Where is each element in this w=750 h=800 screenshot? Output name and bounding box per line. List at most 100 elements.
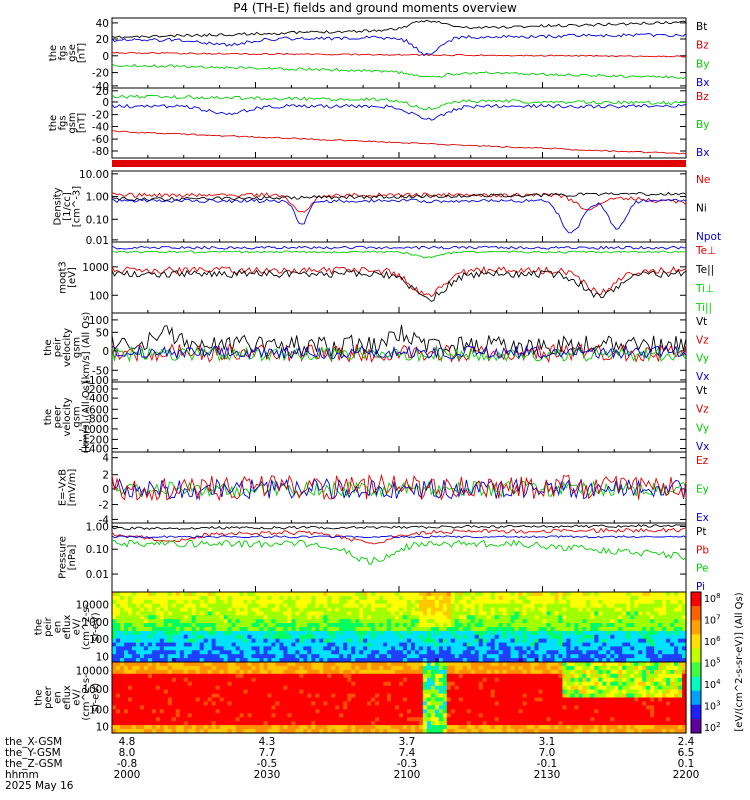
spectrogram-cell [662,603,667,609]
spectrogram-cell [582,619,587,624]
spectrogram-cell [674,697,679,702]
spectrogram-cell [594,681,599,687]
spectrogram-cell [219,701,225,706]
spectrogram-cell [279,615,284,620]
spectrogram-cell [494,627,500,632]
spectrogram-cell [311,595,316,601]
series-By [111,94,687,111]
spectrogram-cell [502,599,508,605]
spectrogram-cell [175,615,181,620]
spectrogram-cell [215,662,221,667]
spectrogram-cell [434,607,440,613]
spectrogram-cell [530,646,536,651]
spectrogram-cell [331,623,336,628]
spectrogram-cell [163,697,169,702]
spectrogram-cell [203,669,209,675]
spectrogram-cell [395,607,400,613]
spectrogram-cell [112,693,117,699]
spectrogram-cell [215,607,221,613]
spectrogram-cell [486,595,492,601]
spectrogram-cell [426,669,432,675]
spectrogram-cell [231,662,237,667]
spectrogram-cell [159,603,165,609]
spectrogram-cell [163,595,169,601]
spectrogram-cell [602,607,607,613]
spectrogram-cell [299,697,304,702]
spectrogram-cell [251,713,257,718]
spectrogram-cell [327,705,332,710]
spectrogram-cell [275,665,280,671]
spectrogram-cell [626,615,631,620]
spectrogram-cell [331,665,336,671]
spectrogram-cell [127,623,133,628]
spectrogram-cell [682,673,687,679]
spectrogram-cell [538,650,544,655]
spectrogram-cell [135,709,141,714]
y-tick-label: 1000 [82,262,109,274]
spectrogram-cell [171,599,177,605]
spectrogram-cell [674,627,679,632]
spectrogram-cell [287,701,292,706]
spectrogram-cell [554,669,560,675]
spectrogram-cell [355,697,360,702]
spectrogram-cell [442,623,448,628]
spectrogram-cell [223,658,229,663]
spectrogram-cell [363,650,368,655]
spectrogram-cell [446,693,452,699]
spectrogram-cell [351,665,356,671]
spectrogram-cell [570,685,575,691]
spectrogram-cell [235,654,241,659]
spectrogram-cell [578,642,583,648]
spectrogram-cell [403,681,408,687]
spectrogram-cell [610,681,615,687]
spectrogram-cell [530,654,536,659]
spectrogram-cell [319,650,324,655]
spectrogram-cell [494,673,500,679]
spectrogram-cell [391,638,396,644]
spectrogram-cell [554,603,560,609]
spectrogram-cell [383,677,388,683]
spectrogram-cell [139,697,145,702]
spectrogram-cell [191,654,197,659]
spectrogram-cell [638,623,643,628]
spectrogram-cell [506,677,512,683]
spectrogram-cell [502,681,508,687]
spectrogram-cell [299,611,304,616]
spectrogram-cell [586,630,591,636]
spectrogram-cell [263,638,269,644]
spectrogram-cell [343,630,348,636]
spectrogram-cell [586,685,591,691]
spectrogram-cell [331,619,336,624]
spectrogram-cell [263,658,269,663]
spectrogram-cell [275,611,280,616]
spectrogram-cell [311,619,316,624]
spectrogram-cell [116,669,121,675]
spectrogram-cell [335,611,340,616]
spectrogram-cell [271,705,276,710]
spectrogram-cell [331,701,336,706]
spectrogram-cell [399,646,404,651]
spectrogram-cell [335,607,340,613]
spectrogram-cell [446,658,452,663]
spectrogram-cell [307,693,312,699]
spectrogram-cell [622,611,627,616]
spectrogram-cell [498,677,504,683]
spectrogram-cell [450,705,456,710]
spectrogram-cell [191,630,197,636]
spectrogram-cell [303,603,308,609]
spectrogram-cell [287,627,292,632]
spectrogram-cell [514,627,520,632]
spectrogram-cell [586,638,591,644]
spectrogram-cell [602,630,607,636]
spectrogram-cell [618,709,623,714]
spectrogram-cell [594,619,599,624]
spectrogram-cell [171,677,177,683]
spectrogram-cell [383,627,388,632]
spectrogram-cell [175,681,181,687]
spectrogram-cell [395,634,400,640]
spectrogram-cell [570,592,575,597]
spectrogram-cell [303,627,308,632]
spectrogram-cell [486,623,492,628]
